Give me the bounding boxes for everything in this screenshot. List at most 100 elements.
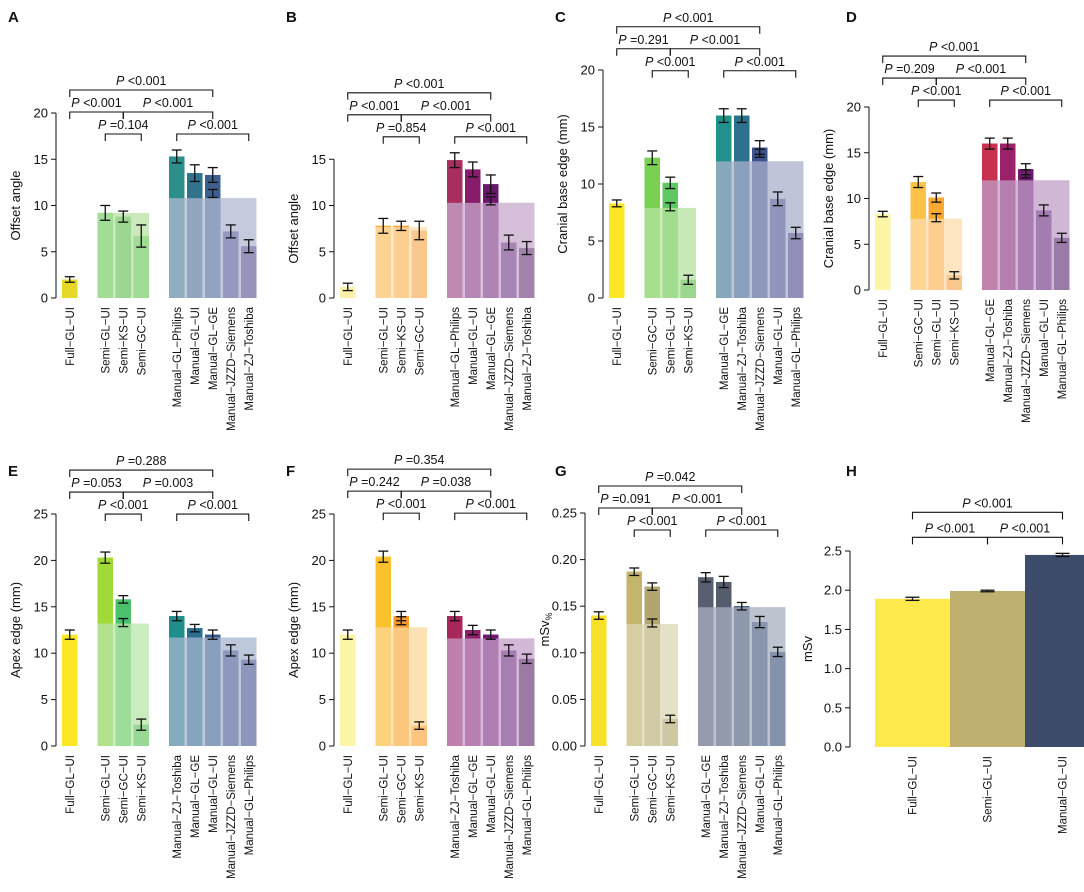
bar-top — [698, 577, 714, 608]
y-tick-label: 0 — [854, 283, 861, 298]
y-axis-label: Apex edge (mm) — [8, 582, 23, 678]
bar-top — [187, 173, 203, 199]
significance-bracket — [917, 99, 955, 108]
p-value-label: P <0.001 — [394, 77, 444, 91]
p-value-label: P <0.001 — [663, 11, 713, 25]
y-tick-label: 20 — [581, 63, 595, 78]
category-label: Manual−JZZD−Siemens — [1021, 299, 1033, 423]
panel-C: C 0 5 10 15 20 Cranial base edge (mm) Full−GL−U… — [555, 9, 804, 431]
y-axis-label: Cranial base edge (mm) — [821, 129, 836, 268]
p-value-label: P =0.288 — [116, 454, 166, 468]
category-label: Full−GL−UI — [65, 307, 77, 366]
y-tick-label: 10 — [312, 198, 326, 213]
category-label: Manual−ZJ−Toshiba — [737, 306, 749, 410]
category-label: Semi−GC−UI — [913, 299, 925, 367]
y-tick-label: 10 — [312, 646, 326, 661]
significance-bracket — [104, 133, 142, 141]
significance-bracket — [651, 507, 743, 515]
significance-bracket — [104, 513, 142, 522]
y-tick-label: 5 — [588, 234, 595, 249]
p-value-label: P =0.053 — [71, 476, 121, 490]
bar-top — [115, 599, 131, 624]
category-label: Full−GL−UI — [343, 755, 355, 814]
bar — [609, 203, 625, 298]
category-label: Semi−GC−UI — [118, 755, 130, 823]
group-mean-bar — [910, 218, 962, 290]
p-value-label: P <0.001 — [421, 99, 471, 113]
panel-H: H 0.0 0.5 1.0 1.5 2.0 2.5 mSv Full−GL−UI Semi−GL−… — [800, 463, 1084, 834]
panel-A: A 0 5 10 15 20 Offset angle Full−GL−UI Semi−GL−U… — [8, 9, 257, 431]
p-value-label: P <0.001 — [116, 74, 166, 88]
panel-E: E 0 5 10 15 20 25 Apex edge (mm) Full−GL−UI Semi−… — [8, 454, 257, 879]
panel-letter: F — [286, 463, 295, 480]
bar — [340, 286, 356, 298]
significance-bracket — [705, 529, 779, 537]
panel-letter: A — [8, 9, 19, 26]
significance-bracket — [935, 77, 1027, 86]
group-mean-bar — [698, 607, 786, 746]
category-label: Semi−GL−UI — [983, 756, 995, 822]
y-tick-label: 0.00 — [552, 739, 577, 754]
p-value-label: P <0.001 — [925, 521, 975, 535]
category-label: Semi−KS−UI — [949, 299, 961, 365]
p-value-label: P <0.001 — [466, 121, 516, 135]
panel-B: B 0 5 10 15 Offset angle Full−GL−UI Semi−GL−UI S… — [286, 9, 535, 431]
category-label: Manual−GL−GE — [190, 755, 202, 838]
panel-letter: B — [286, 9, 297, 26]
category-label: Semi−KS−UI — [414, 755, 426, 821]
y-tick-label: 0.10 — [552, 645, 577, 660]
category-label: Semi−GL−UI — [931, 299, 943, 365]
bar-top — [447, 616, 463, 639]
category-label: Manual−GL−UI — [486, 755, 498, 833]
category-label: Semi−KS−UI — [396, 307, 408, 373]
category-label: Manual−ZJ−Toshiba — [450, 754, 462, 858]
p-value-label: P =0.042 — [645, 470, 695, 484]
p-value-label: P <0.001 — [188, 498, 238, 512]
significance-bracket — [400, 490, 492, 499]
significance-bracket — [723, 70, 797, 78]
category-label: Manual−GL−UI — [773, 307, 785, 385]
category-label: Full−GL−UI — [612, 307, 624, 366]
panel-F: F 0 5 10 15 20 25 Apex edge (mm) Full−GL−UI Semi−… — [286, 453, 535, 879]
significance-bracket — [911, 511, 1064, 520]
category-label: Manual−GL−UI — [468, 307, 480, 385]
p-value-label: P <0.001 — [466, 497, 516, 511]
y-tick-label: 10 — [34, 198, 48, 213]
category-label: Manual−GL−GE — [719, 307, 731, 390]
category-label: Manual−GL−GE — [486, 307, 498, 390]
significance-bracket — [882, 55, 1027, 64]
bar-top — [626, 571, 642, 624]
category-label: Semi−GL−UI — [378, 307, 390, 373]
significance-bracket — [633, 529, 671, 537]
bar-top — [644, 157, 660, 208]
bar-top — [982, 143, 998, 181]
category-label: Manual−GL−GE — [701, 755, 713, 838]
y-tick-label: 5 — [41, 244, 48, 259]
p-value-label: P <0.001 — [645, 55, 695, 69]
category-label: Manual−GL−GE — [208, 307, 220, 390]
y-tick-label: 2.5 — [824, 544, 842, 559]
category-label: Manual−ZJ−Toshiba — [719, 754, 731, 858]
category-label: Manual−ZJ−Toshiba — [522, 306, 534, 410]
y-tick-label: 15 — [34, 599, 48, 614]
significance-bracket — [347, 468, 492, 477]
p-value-label: P <0.001 — [71, 96, 121, 110]
category-label: Semi−GL−UI — [665, 307, 677, 373]
bar-top — [97, 557, 113, 624]
significance-bracket — [669, 48, 761, 56]
significance-bracket — [454, 136, 528, 144]
significance-bracket — [69, 469, 214, 478]
bar — [875, 214, 891, 290]
bar — [62, 634, 78, 746]
bar — [1025, 554, 1084, 747]
significance-bracket — [400, 114, 492, 122]
y-tick-label: 15 — [312, 152, 326, 167]
category-label: Semi−GC−UI — [647, 307, 659, 375]
category-label: Semi−GL−UI — [100, 307, 112, 373]
y-tick-label: 15 — [581, 120, 595, 135]
p-value-label: P <0.001 — [929, 40, 979, 54]
y-axis-label: mSv% — [537, 612, 554, 646]
bar-top — [716, 115, 732, 162]
p-value-label: P <0.001 — [1000, 521, 1050, 535]
